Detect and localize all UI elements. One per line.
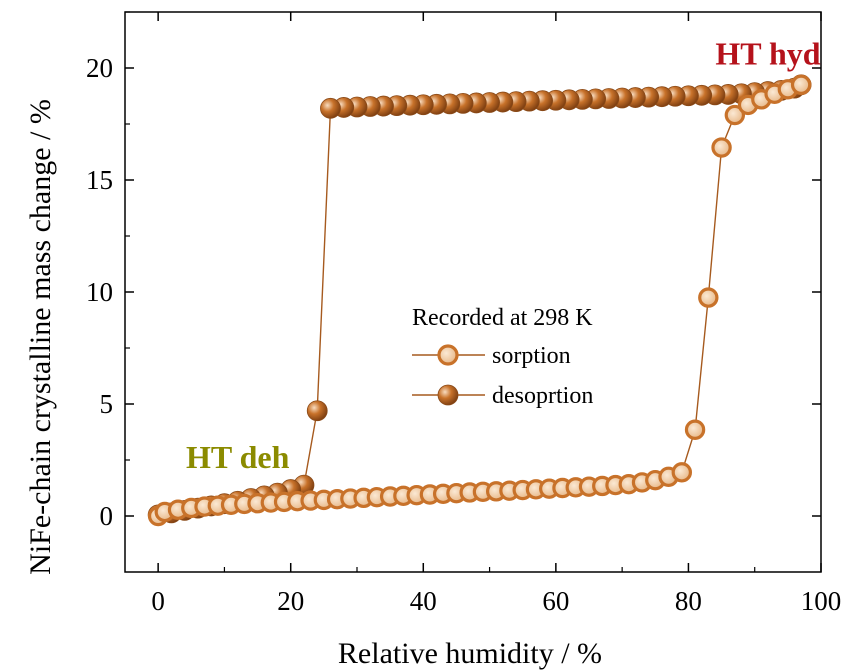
sorption-point: [711, 137, 732, 158]
legend-title: Recorded at 298 K: [412, 305, 593, 331]
y-tick-label: 0: [100, 501, 114, 531]
sorption-point: [698, 287, 719, 308]
sorption-point: [724, 104, 746, 126]
legend-sorption-marker: [437, 344, 459, 366]
markers: [147, 74, 812, 527]
y-tick-label: 10: [86, 277, 113, 307]
y-tick-label: 20: [86, 53, 113, 83]
desorption-point: [320, 97, 341, 119]
sorption-point: [671, 462, 693, 483]
x-tick-label: 60: [542, 586, 569, 616]
desorption-point: [306, 400, 328, 422]
sorption-point: [684, 419, 706, 440]
y-tick-label: 5: [100, 389, 114, 419]
y-tick-label: 15: [86, 165, 113, 195]
x-tick-label: 40: [410, 586, 437, 616]
annotation-ht-deh: HT deh: [186, 439, 290, 475]
legend-sorption-label: sorption: [492, 343, 571, 369]
legend-desorption-marker: [437, 384, 459, 406]
x-tick-label: 0: [151, 586, 165, 616]
y-axis-title: NiFe-chain crystalline mass change / %: [24, 99, 57, 575]
x-tick-label: 100: [801, 586, 842, 616]
legend: Recorded at 298 K sorption desoprtion: [412, 305, 593, 409]
sorption-point: [790, 74, 812, 96]
x-axis-title: Relative humidity / %: [338, 637, 602, 670]
x-tick-label: 80: [675, 586, 702, 616]
annotation-ht-hyd: HT hyd: [715, 36, 820, 72]
legend-desorption-label: desoprtion: [492, 383, 593, 409]
x-tick-label: 20: [277, 586, 304, 616]
axes: 0 20 40 60 80 100 0 5 10 15 20: [86, 11, 842, 616]
